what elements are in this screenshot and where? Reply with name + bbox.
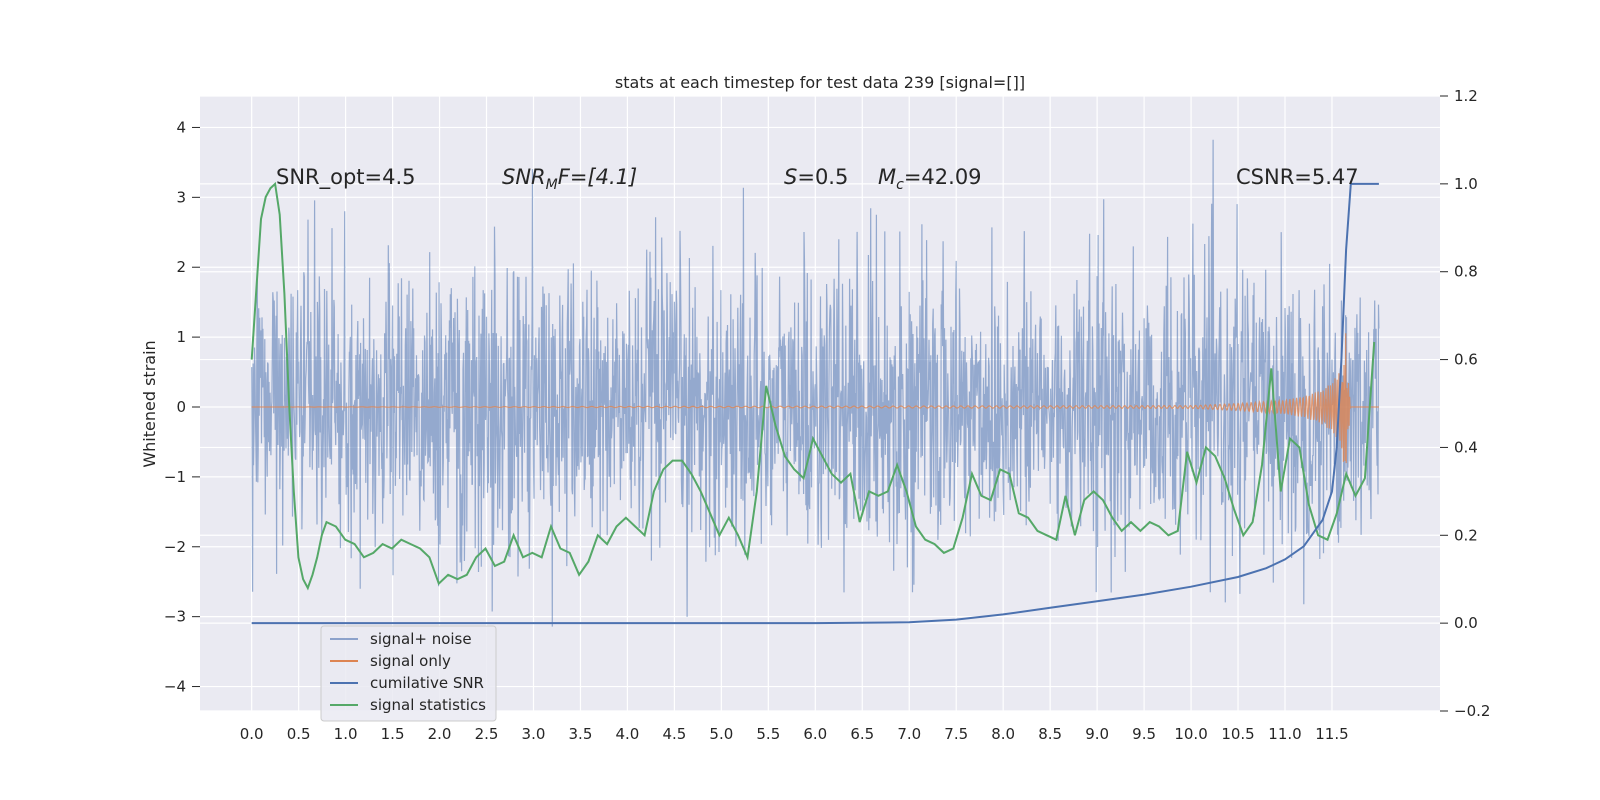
- x-tick-label: 4.0: [615, 725, 639, 743]
- x-tick-label: 2.5: [475, 725, 499, 743]
- y2-tick-label: 0.4: [1454, 438, 1478, 456]
- y2-tick-label: 1.0: [1454, 175, 1478, 193]
- y-tick-label: −2: [164, 538, 186, 556]
- x-tick-label: 1.5: [381, 725, 405, 743]
- x-tick-label: 0.5: [287, 725, 311, 743]
- x-tick-label: 9.5: [1132, 725, 1156, 743]
- y2-tick-label: 0.0: [1454, 614, 1478, 632]
- y-axis-label: Whitened strain: [140, 340, 159, 467]
- y-tick-label: −3: [164, 608, 186, 626]
- annotation-s: S=0.5: [784, 165, 848, 189]
- series-signal-statistics: [250, 181, 1376, 591]
- chart-title: stats at each timestep for test data 239…: [615, 73, 1025, 92]
- y2-tick-label: 0.6: [1454, 351, 1478, 369]
- annotation-snr-mf: SNRMF=[4.1]: [502, 165, 637, 193]
- y-axis-ticks: −4 −3 −2 −1 0 1 2 3 4: [164, 118, 200, 696]
- x-tick-label: 3.0: [522, 725, 546, 743]
- series-cumulative-snr: [251, 182, 1379, 625]
- x-tick-label: 7.0: [897, 725, 921, 743]
- y2-tick-label: −0.2: [1454, 702, 1490, 720]
- noise-line: [251, 139, 1380, 627]
- annotation-csnr: CSNR=5.47: [1236, 165, 1359, 189]
- x-tick-label: 4.5: [662, 725, 686, 743]
- legend-items: signal+ noise signal only cumilative SNR si…: [330, 630, 486, 714]
- grid: [200, 95, 1440, 712]
- x-tick-label: 6.5: [850, 725, 874, 743]
- y-tick-label: 1: [176, 328, 186, 346]
- x-tick-label: 5.0: [709, 725, 733, 743]
- x-tick-label: 10.5: [1221, 725, 1254, 743]
- csnr-line: [251, 182, 1379, 625]
- x-tick-label: 8.5: [1038, 725, 1062, 743]
- annotation-snr-opt: SNR_opt=4.5: [276, 165, 416, 190]
- x-tick-label: 6.0: [803, 725, 827, 743]
- x-tick-label: 0.0: [240, 725, 264, 743]
- y2-tick-label: 0.8: [1454, 263, 1478, 281]
- y-tick-label: 2: [176, 258, 186, 276]
- y2-axis-ticks: −0.2 0.0 0.2 0.4 0.6 0.8 1.0 1.2: [1440, 87, 1490, 720]
- x-tick-label: 1.0: [334, 725, 358, 743]
- legend-label: signal+ noise: [370, 630, 472, 648]
- series-signal-only: [251, 333, 1379, 464]
- y-tick-label: 3: [176, 188, 186, 206]
- x-tick-label: 2.0: [428, 725, 452, 743]
- legend-label: signal statistics: [370, 696, 486, 714]
- x-tick-label: 11.0: [1268, 725, 1301, 743]
- legend-box: [320, 625, 497, 722]
- x-tick-label: 9.0: [1085, 725, 1109, 743]
- series-signal-plus-noise: [251, 139, 1380, 627]
- y-tick-label: −4: [164, 678, 186, 696]
- x-tick-label: 7.5: [944, 725, 968, 743]
- x-tick-label: 3.5: [569, 725, 593, 743]
- annotation-mc: Mc=42.09: [878, 165, 982, 193]
- legend: signal+ noise signal only cumilative SNR si…: [320, 625, 497, 722]
- x-tick-label: 8.0: [991, 725, 1015, 743]
- x-tick-label: 10.0: [1174, 725, 1207, 743]
- y-tick-label: 4: [176, 118, 186, 136]
- legend-label: cumilative SNR: [370, 674, 484, 692]
- statistics-line: [250, 181, 1376, 591]
- y-tick-label: 0: [176, 398, 186, 416]
- x-tick-label: 5.5: [756, 725, 780, 743]
- signal-line: [251, 333, 1379, 464]
- y2-tick-label: 0.2: [1454, 526, 1478, 544]
- y-tick-label: −1: [164, 468, 186, 486]
- legend-label: signal only: [370, 652, 451, 670]
- x-axis-ticks: 0.0 0.5 1.0 1.5 2.0 2.5 3.0 3.5 4.0 4.5 5.0 5.5 6.0 6…: [240, 725, 1349, 743]
- y2-tick-label: 1.2: [1454, 87, 1478, 105]
- x-tick-label: 11.5: [1315, 725, 1348, 743]
